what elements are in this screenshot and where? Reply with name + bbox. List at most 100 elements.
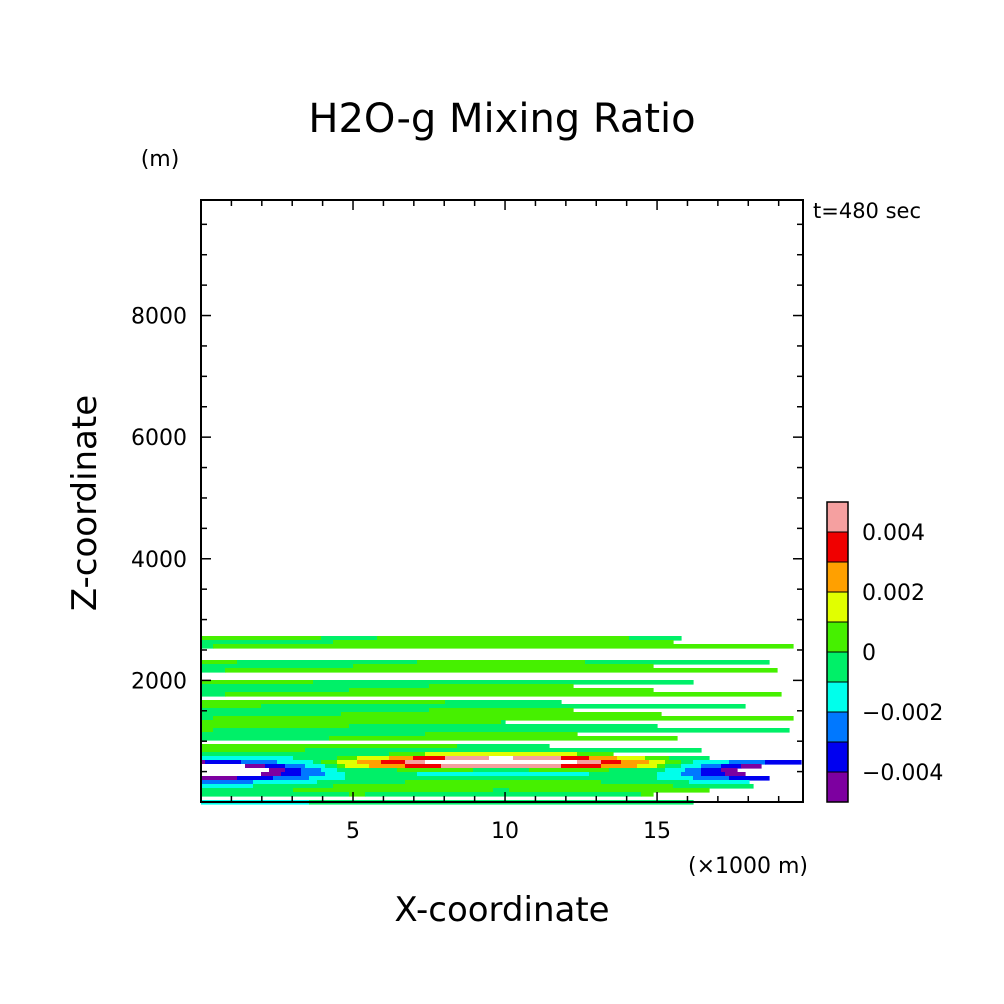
contour-cell — [701, 768, 722, 773]
contour-cell — [681, 760, 694, 765]
contour-cell — [201, 784, 254, 789]
contour-cell — [369, 764, 406, 769]
contour-cell — [241, 760, 278, 765]
contour-cell — [649, 760, 666, 765]
contour-cell — [201, 788, 294, 793]
contour-cell — [457, 744, 550, 749]
contour-cell — [317, 780, 406, 785]
x-tick-label: 5 — [346, 819, 360, 844]
contour-cell — [645, 756, 670, 761]
colorbar-swatch — [827, 652, 848, 682]
contour-cell — [429, 684, 574, 689]
contour-cell — [201, 660, 238, 665]
contour-cell — [589, 756, 618, 761]
contour-cell — [313, 760, 322, 765]
contour-cell — [201, 780, 254, 785]
y-axis: 2000 4000 6000 8000 — [131, 223, 803, 773]
contour-cell — [681, 772, 702, 777]
contour-cell — [629, 636, 682, 641]
contour-cell — [285, 768, 302, 773]
contour-cell — [725, 772, 746, 777]
contour-cell — [441, 764, 562, 769]
contour-cell — [765, 760, 802, 765]
contour-cell — [609, 768, 666, 773]
colorbar-swatch — [827, 502, 848, 532]
contour-cell — [237, 776, 274, 781]
plot-area — [201, 636, 802, 805]
contour-cell — [201, 704, 262, 709]
contour-cell — [213, 728, 790, 733]
colorbar-swatch — [827, 682, 848, 712]
contour-cell — [721, 764, 742, 769]
contour-cell — [425, 752, 578, 757]
colorbar-label: 0.004 — [862, 521, 925, 546]
colorbar-label: −0.004 — [862, 761, 943, 786]
contour-cell — [321, 768, 338, 773]
contour-cell — [417, 660, 586, 665]
time-label: t=480 sec — [813, 199, 921, 223]
contour-cell — [657, 772, 682, 777]
contour-cell — [237, 660, 418, 665]
contour-cell — [337, 768, 398, 773]
contour-cell — [601, 764, 638, 769]
contour-cell — [201, 684, 430, 689]
contour-cell — [641, 792, 654, 797]
contour-cell — [405, 780, 602, 785]
contour-cell — [201, 712, 342, 717]
contour-cell — [445, 700, 562, 705]
contour-cell — [281, 772, 302, 777]
colorbar-label: −0.002 — [862, 701, 943, 726]
colorbar-swatch — [827, 622, 848, 652]
contour-cell — [213, 716, 794, 721]
contour-cell — [489, 756, 514, 761]
contour-cell — [349, 688, 654, 693]
contour-cell — [397, 768, 474, 773]
contour-cell — [201, 700, 446, 705]
contour-cell — [277, 760, 314, 765]
y-tick-label: 2000 — [131, 669, 187, 694]
contour-cell — [321, 636, 378, 641]
contour-cell — [693, 760, 730, 765]
contour-cell — [261, 704, 746, 709]
contour-cell — [685, 768, 702, 773]
contour-cell — [701, 764, 722, 769]
contour-cell — [293, 756, 338, 761]
contour-cell — [377, 636, 630, 641]
contour-cell — [265, 764, 286, 769]
contour-cell — [345, 764, 370, 769]
contour-cell — [273, 776, 310, 781]
contour-cell — [389, 752, 426, 757]
contour-cell — [309, 776, 346, 781]
contour-cell — [529, 768, 610, 773]
contour-cell — [329, 736, 678, 741]
contour-cell — [201, 668, 226, 673]
contour-cell — [425, 760, 578, 765]
contour-cell — [333, 784, 674, 789]
colorbar-swatch — [827, 772, 848, 802]
contour-cell — [349, 792, 366, 797]
colorbar-swatch — [827, 712, 848, 742]
colorbar-swatch — [827, 532, 848, 562]
contour-cell — [729, 760, 766, 765]
contour-cell — [201, 744, 458, 749]
plot-frame — [200, 199, 804, 803]
contour-cell — [201, 688, 350, 693]
contour-cell — [657, 764, 666, 769]
contour-cell — [681, 764, 702, 769]
contour-cell — [561, 756, 590, 761]
contour-cell — [201, 736, 330, 741]
y-tick-label: 8000 — [131, 305, 187, 330]
contour-cell — [201, 636, 322, 641]
contour-cell — [201, 768, 270, 773]
y-tick-label: 6000 — [131, 426, 187, 451]
contour-cell — [429, 708, 574, 713]
contour-cell — [673, 784, 754, 789]
contour-cell — [337, 764, 346, 769]
contour-cell — [665, 768, 686, 773]
contour-cell — [345, 772, 418, 777]
contour-cell — [337, 760, 358, 765]
contour-cell — [301, 772, 326, 777]
contour-cell — [225, 692, 782, 697]
contour-cell — [601, 780, 690, 785]
